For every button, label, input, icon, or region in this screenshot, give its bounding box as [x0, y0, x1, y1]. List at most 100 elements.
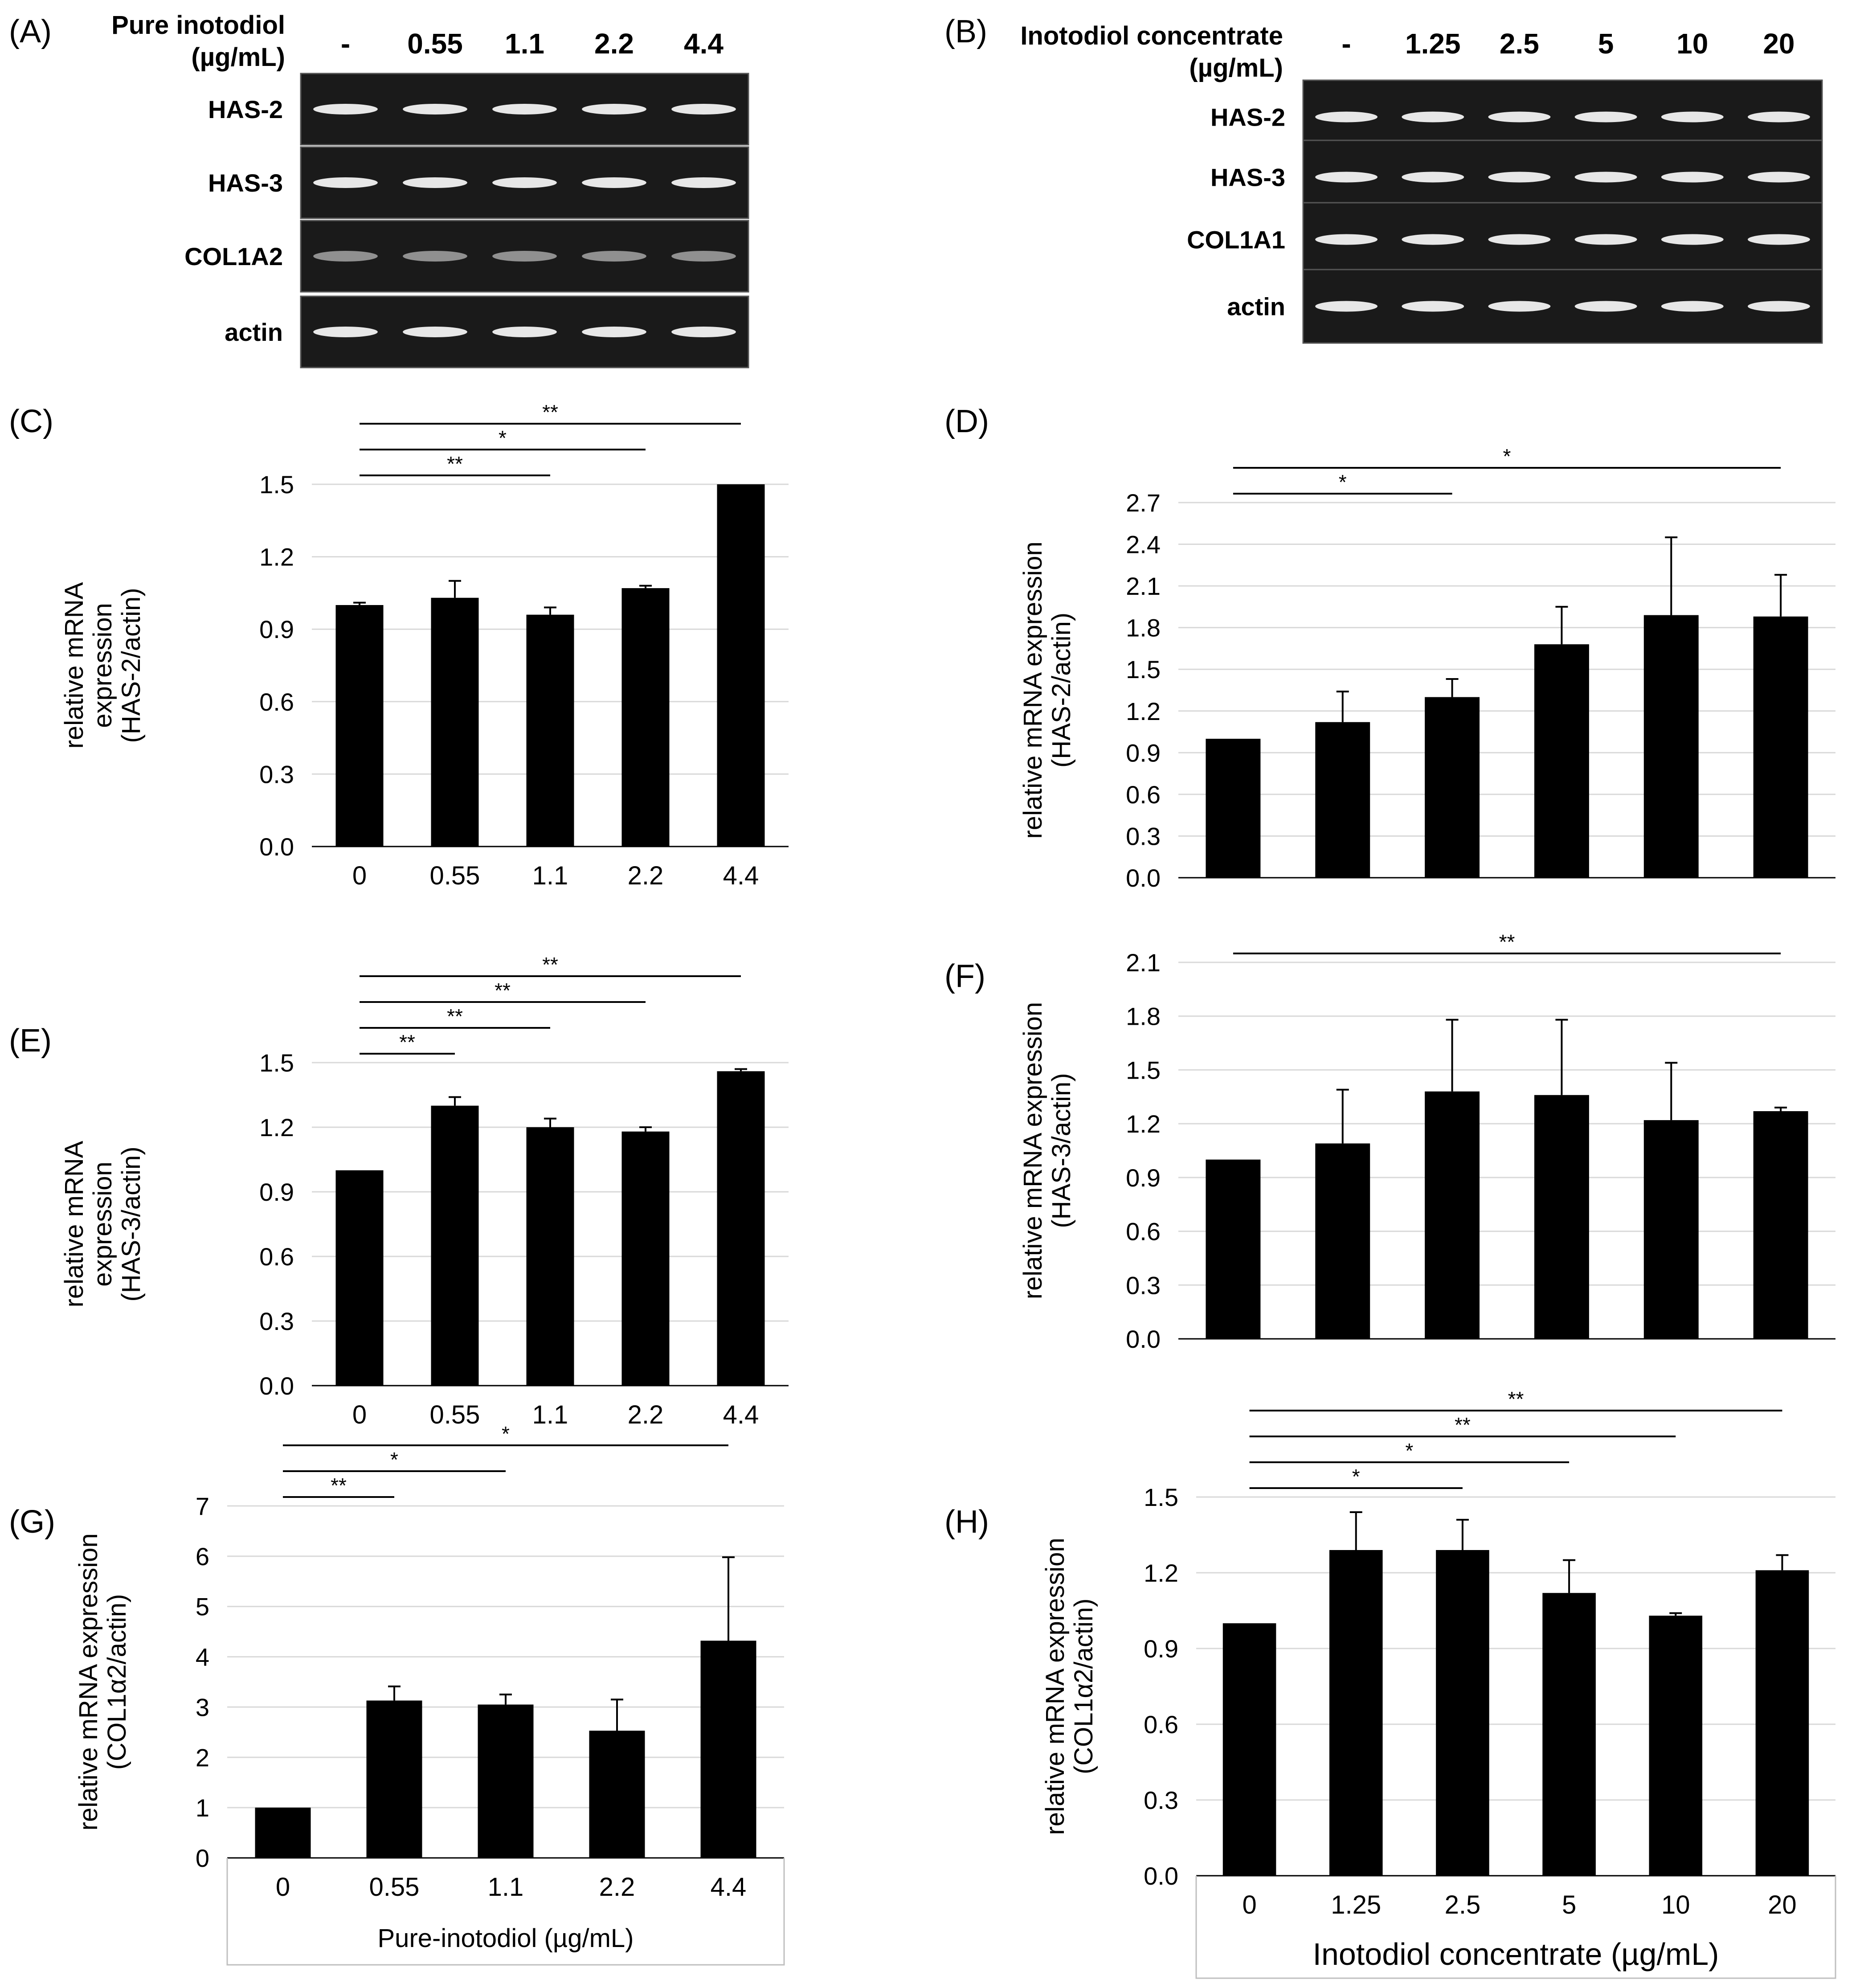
gel-b-lane-label: 1.25	[1405, 28, 1461, 60]
y-axis-label-g: relative mRNA expression	[74, 1533, 103, 1830]
bar-c	[621, 588, 670, 847]
x-tick-label-h: 2.5	[1445, 1890, 1481, 1919]
significance-label-h: **	[1508, 1387, 1524, 1411]
gel-a-band	[492, 177, 557, 188]
x-tick-label-g: 2.2	[599, 1873, 635, 1902]
gel-a-band	[582, 177, 646, 188]
y-axis-label-h: (COL1α2/actin)	[1069, 1599, 1098, 1775]
y-tick-label-d: 2.1	[1126, 572, 1161, 600]
bar-e	[621, 1131, 670, 1386]
gel-a-band	[671, 327, 736, 337]
panel-label-c: (C)	[9, 404, 53, 439]
panel-label-d: (D)	[944, 404, 989, 439]
gel-a-lane-label: 4.4	[684, 28, 724, 60]
gel-b-band	[1488, 172, 1551, 183]
gel-a-band	[671, 177, 736, 188]
gel-a-header-line2: (µg/mL)	[191, 43, 285, 72]
gel-a-lane-label: 2.2	[594, 28, 634, 60]
gel-b-band	[1661, 111, 1724, 123]
y-tick-label-c: 0.0	[259, 833, 294, 861]
y-tick-label-d: 0.6	[1126, 781, 1161, 809]
gel-b-band	[1315, 172, 1378, 183]
y-tick-label-h: 0.6	[1144, 1710, 1178, 1738]
bar-h	[1329, 1550, 1383, 1876]
y-tick-label-f: 1.2	[1126, 1110, 1161, 1138]
bar-c	[717, 484, 765, 847]
gel-a-band	[403, 327, 467, 337]
y-tick-label-e: 0.3	[259, 1307, 294, 1335]
bar-h	[1755, 1570, 1809, 1876]
x-tick-label-e: 4.4	[723, 1400, 759, 1429]
gel-b-band	[1661, 172, 1724, 183]
significance-label-g: *	[502, 1422, 510, 1445]
y-tick-label-h: 1.5	[1144, 1483, 1178, 1511]
y-tick-label-d: 2.4	[1126, 531, 1161, 559]
y-tick-label-g: 7	[196, 1492, 209, 1520]
gel-b-strip	[1302, 202, 1823, 277]
gel-b-header-line2: (µg/mL)	[1189, 53, 1283, 82]
gel-a-band	[582, 251, 646, 262]
y-axis-label-d: relative mRNA expression	[1018, 541, 1047, 839]
x-tick-label-g: 1.1	[488, 1873, 524, 1902]
y-tick-label-c: 0.6	[259, 688, 294, 716]
gel-a-band	[313, 104, 378, 115]
gel-b-band	[1574, 234, 1637, 245]
bar-c	[431, 597, 479, 847]
bar-f	[1643, 1120, 1699, 1339]
significance-label-f: **	[1499, 930, 1515, 953]
gel-b-lane-label: 2.5	[1500, 28, 1539, 60]
y-tick-label-f: 0.3	[1126, 1271, 1161, 1299]
x-tick-label-c: 0.55	[430, 861, 480, 890]
bar-f	[1315, 1143, 1370, 1339]
x-tick-label-e: 2.2	[628, 1400, 664, 1429]
significance-label-c: **	[542, 401, 558, 424]
gel-a-band	[492, 327, 557, 337]
bar-f	[1753, 1111, 1808, 1339]
gel-a-band	[671, 104, 736, 115]
gel-b-band	[1748, 111, 1810, 123]
bar-h	[1649, 1616, 1703, 1876]
gel-b-band	[1748, 172, 1810, 183]
y-axis-label-e: expression	[88, 1162, 117, 1286]
significance-label-c: *	[499, 426, 507, 450]
bar-d	[1643, 615, 1699, 878]
bar-d	[1534, 644, 1589, 878]
bar-f	[1425, 1091, 1480, 1339]
gel-a-row-label: COL1A2	[184, 242, 283, 270]
bar-g	[255, 1808, 311, 1858]
gel-a-band	[582, 104, 646, 115]
significance-label-d: *	[1503, 445, 1511, 468]
gel-b-band	[1574, 301, 1637, 312]
x-tick-label-c: 2.2	[628, 861, 664, 890]
y-tick-label-e: 0.6	[259, 1243, 294, 1271]
y-axis-label-f: (HAS-3/actin)	[1047, 1073, 1076, 1228]
y-tick-label-f: 0.0	[1126, 1325, 1161, 1353]
gel-a-band	[582, 327, 646, 337]
y-tick-label-h: 1.2	[1144, 1559, 1178, 1587]
y-tick-label-e: 0.9	[259, 1178, 294, 1206]
panel-label-h: (H)	[944, 1504, 989, 1540]
y-axis-label-e: (HAS-3/actin)	[117, 1146, 146, 1301]
gel-b-band	[1402, 301, 1464, 312]
x-tick-label-h: 10	[1661, 1890, 1690, 1919]
y-axis-label-g: (COL1α2/actin)	[102, 1594, 131, 1770]
y-axis-label-d: (HAS-2/actin)	[1047, 613, 1076, 768]
gel-b-lane-label: 10	[1676, 28, 1708, 60]
y-tick-label-g: 2	[196, 1743, 209, 1771]
bar-d	[1753, 616, 1808, 878]
x-tick-label-e: 1.1	[532, 1400, 568, 1429]
significance-label-h: *	[1352, 1465, 1360, 1488]
y-tick-label-e: 1.2	[259, 1113, 294, 1141]
bar-e	[717, 1071, 765, 1386]
bar-e	[335, 1170, 384, 1386]
gel-panel-a: (A) Pure inotodiol (µg/mL) - 0.55 1.1 2.2 4.…	[9, 11, 749, 368]
y-tick-label-d: 2.7	[1126, 489, 1161, 517]
gel-b-band	[1315, 111, 1378, 123]
bar-g	[700, 1640, 756, 1858]
gel-b-lane-label: -	[1341, 28, 1351, 60]
x-tick-label-e: 0	[352, 1400, 367, 1429]
gel-b-band	[1488, 301, 1551, 312]
y-tick-label-c: 0.3	[259, 760, 294, 788]
y-tick-label-h: 0.9	[1144, 1635, 1178, 1663]
